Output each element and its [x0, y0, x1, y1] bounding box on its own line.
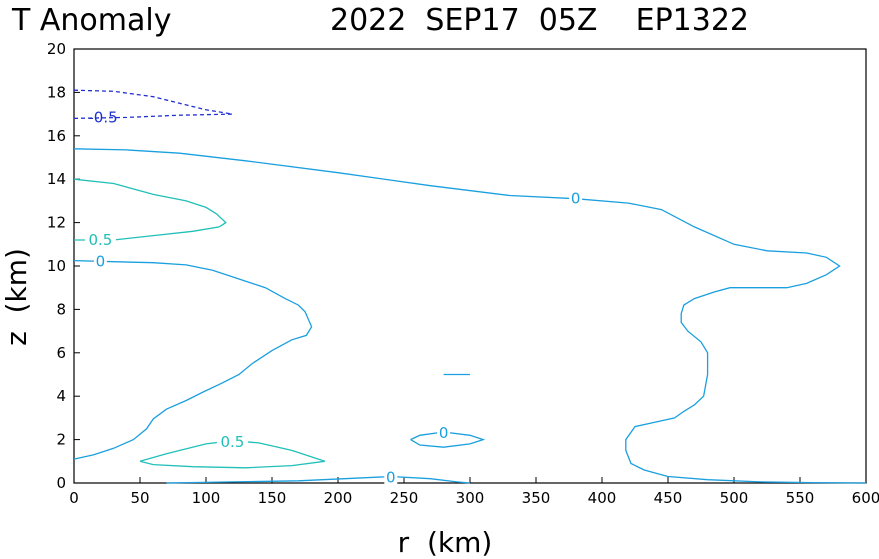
x-tick-label: 50 — [130, 489, 149, 507]
x-axis-label: r (km) — [398, 526, 493, 559]
contour-line — [73, 148, 867, 484]
chart-title-left: T Anomaly — [11, 3, 171, 38]
x-tick-label: 450 — [654, 489, 683, 507]
x-axis: 0 50 100 150 200 250 300 350 400 450 500 550 600 — [69, 477, 879, 507]
x-tick-label: 0 — [69, 489, 79, 507]
contour-label: 0.5 — [88, 231, 112, 249]
contour-line — [410, 431, 486, 448]
x-tick-label: 400 — [588, 489, 617, 507]
contour-line — [73, 178, 227, 241]
y-tick-label: 12 — [47, 214, 66, 232]
y-tick-label: 6 — [56, 344, 66, 362]
y-tick-label: 16 — [47, 127, 66, 145]
contour-label: 0 — [96, 253, 106, 271]
contour-label-bg — [93, 252, 107, 269]
contour-line — [73, 113, 233, 120]
contour-label: 0 — [571, 190, 581, 208]
contour-label-bg — [84, 230, 116, 247]
contour-line — [73, 259, 313, 460]
y-tick-label: 0 — [56, 474, 66, 492]
x-tick-label: 350 — [522, 489, 551, 507]
x-tick-label: 500 — [720, 489, 749, 507]
contour-line — [139, 440, 326, 469]
x-tick-label: 600 — [852, 489, 879, 507]
x-tick-label: 250 — [390, 489, 419, 507]
contour-label-bg — [569, 189, 583, 206]
x-tick-label: 200 — [324, 489, 353, 507]
contour-label-bg — [437, 424, 451, 441]
x-tick-label: 100 — [192, 489, 221, 507]
x-tick-label: 150 — [258, 489, 287, 507]
y-tick-label: 4 — [56, 387, 66, 405]
y-tick-label: 8 — [56, 300, 66, 318]
y-tick-label: 18 — [47, 83, 66, 101]
contour-label: 0 — [386, 469, 396, 487]
y-tick-label: 14 — [47, 170, 66, 188]
x-tick-label: 550 — [786, 489, 815, 507]
contour-line — [73, 89, 233, 115]
y-axis: 0 2 4 6 8 10 12 14 16 18 20 — [47, 40, 80, 492]
contour-label-bg — [216, 432, 248, 449]
x-tick-label: 300 — [456, 489, 485, 507]
contour-line — [166, 475, 471, 484]
contour-label-bg — [83, 108, 124, 125]
y-tick-label: 2 — [56, 431, 66, 449]
contour-label: 0.5 — [220, 433, 244, 451]
y-axis-label: z (km) — [0, 248, 33, 346]
contour-label-bg — [384, 468, 398, 485]
contour-label: 0 — [439, 424, 449, 442]
y-tick-label: 20 — [47, 40, 66, 58]
y-tick-label: 10 — [47, 257, 66, 275]
chart-title-right: 2022 SEP17 05Z EP1322 — [330, 3, 749, 38]
